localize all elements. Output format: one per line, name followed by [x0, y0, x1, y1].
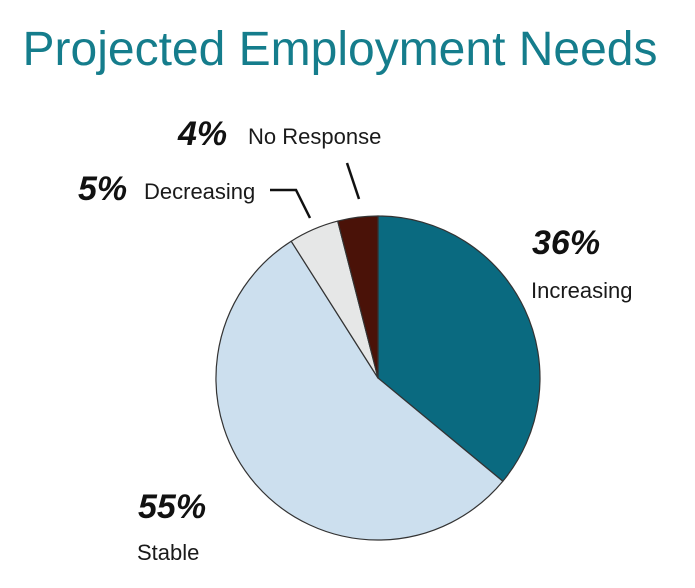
- pie-slice-stable: [215, 240, 504, 541]
- pie-slices: [215, 215, 541, 541]
- slice-value-label-decreasing: 5%: [78, 170, 127, 208]
- slice-category-label-decreasing: Decreasing: [144, 179, 255, 204]
- slice-value-label-stable: 55%: [138, 488, 206, 526]
- slice-value-label-no-response: 4%: [177, 115, 227, 153]
- leader-line-no-response: [345, 162, 361, 200]
- chart-title: Projected Employment Needs: [22, 23, 658, 76]
- slice-category-label-increasing: Increasing: [531, 278, 633, 303]
- slice-value-label-increasing: 36%: [532, 224, 600, 262]
- leader-line-decreasing: [270, 188, 312, 219]
- slice-category-label-no-response: No Response: [248, 124, 381, 149]
- pie-slice-increasing: [377, 215, 541, 482]
- pie-slice-no-response: [337, 215, 379, 379]
- slice-category-label-stable: Stable: [137, 540, 199, 565]
- leader-lines: [270, 162, 361, 219]
